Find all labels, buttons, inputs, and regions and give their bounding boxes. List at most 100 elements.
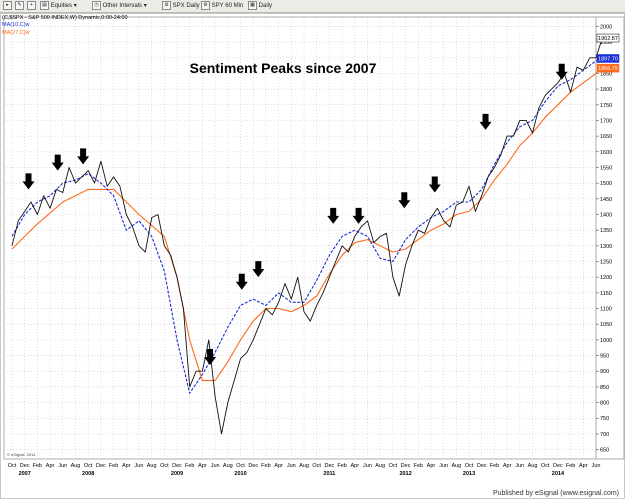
x-tick-label: Dec xyxy=(96,463,106,469)
x-tick-label: Feb xyxy=(261,463,270,469)
down-arrow-icon xyxy=(235,273,248,290)
menu-other-intervals[interactable]: ◷ Other Intervals ▾ xyxy=(92,1,147,11)
series-line-ma-fast xyxy=(11,57,603,394)
y-tick-label: 800 xyxy=(600,401,609,407)
draw-icon[interactable]: ✎ xyxy=(15,1,24,11)
y-tick-label: 1450 xyxy=(600,197,612,203)
down-arrow-icon xyxy=(51,154,64,171)
x-year-label: 2011 xyxy=(323,471,335,477)
x-tick-label: Dec xyxy=(477,463,487,469)
down-arrow-icon xyxy=(252,261,265,278)
x-tick-label: Apr xyxy=(351,463,360,469)
menu-spy-60-min[interactable]: ⚙ SPY 60 Min xyxy=(201,1,243,11)
plot-area xyxy=(3,16,597,460)
down-arrow-icon xyxy=(22,173,35,190)
down-arrow-icon xyxy=(204,348,217,365)
x-tick-label: Dec xyxy=(20,463,30,469)
x-tick-label: Jun xyxy=(58,463,67,469)
x-year-label: 2013 xyxy=(463,471,475,477)
down-arrow-icon xyxy=(398,192,411,209)
y-tick-label: 1400 xyxy=(600,212,612,218)
x-tick-label: Feb xyxy=(414,463,423,469)
y-tick-label: 1700 xyxy=(600,118,612,124)
x-tick-label: Oct xyxy=(389,463,398,469)
ma-fast-legend: MA(10,C)w xyxy=(2,22,30,28)
y-tick-label: 1500 xyxy=(600,181,612,187)
y-tick-label: 1550 xyxy=(600,165,612,171)
x-year-label: 2009 xyxy=(171,471,183,477)
y-tick-label: 700 xyxy=(600,432,609,438)
y-tick-label: 1200 xyxy=(600,275,612,281)
x-tick-label: Dec xyxy=(325,463,335,469)
x-tick-label: Oct xyxy=(236,463,245,469)
x-tick-label: Apr xyxy=(198,463,207,469)
ma-slow-legend: MA(27,C)w xyxy=(2,30,30,36)
y-tick-label: 1000 xyxy=(600,338,612,344)
x-tick-label: Aug xyxy=(299,463,309,469)
y-tick-label: 2000 xyxy=(600,24,612,30)
last-value-label-ma-slow: 1866.75 xyxy=(598,66,618,72)
x-tick-label: Dec xyxy=(401,463,411,469)
y-tick-label: 900 xyxy=(600,369,609,375)
x-tick-label: Oct xyxy=(8,463,17,469)
x-tick-label: Oct xyxy=(160,463,169,469)
x-tick-label: Aug xyxy=(71,463,81,469)
y-tick-label: 1750 xyxy=(600,103,612,109)
x-tick-label: Jun xyxy=(287,463,296,469)
x-tick-label: Apr xyxy=(46,463,55,469)
y-tick-label: 750 xyxy=(600,416,609,422)
y-tick-label: 1050 xyxy=(600,322,612,328)
calendar-icon: ▦ xyxy=(248,1,257,10)
x-tick-label: Feb xyxy=(566,463,575,469)
last-value-label-ma-fast: 1897.70 xyxy=(598,56,618,62)
x-tick-label: Apr xyxy=(503,463,512,469)
x-tick-label: Aug xyxy=(528,463,538,469)
x-tick-label: Feb xyxy=(185,463,194,469)
x-tick-label: Oct xyxy=(541,463,550,469)
clock-icon: ◷ xyxy=(92,1,101,10)
x-tick-label: Dec xyxy=(172,463,182,469)
x-tick-label: Apr xyxy=(579,463,588,469)
x-tick-label: Apr xyxy=(122,463,131,469)
series-line-price xyxy=(11,37,603,435)
x-tick-label: Jun xyxy=(439,463,448,469)
y-tick-label: 1350 xyxy=(600,228,612,234)
last-value-box-price xyxy=(596,33,620,43)
y-tick-label: 1250 xyxy=(600,260,612,266)
down-arrow-icon xyxy=(77,148,90,165)
x-year-label: 2008 xyxy=(82,471,94,477)
x-tick-label: Jun xyxy=(135,463,144,469)
gear-icon: ⚙ xyxy=(201,1,210,10)
y-tick-label: 950 xyxy=(600,354,609,360)
y-tick-label: 1850 xyxy=(600,71,612,77)
last-value-box-ma-slow xyxy=(596,63,620,73)
x-year-label: 2012 xyxy=(399,471,411,477)
folder-icon: ▤ xyxy=(40,1,49,10)
x-tick-label: Apr xyxy=(427,463,436,469)
last-value-label-price: 1962.87 xyxy=(598,36,618,42)
y-tick-label: 1600 xyxy=(600,150,612,156)
add-icon[interactable]: + xyxy=(27,1,36,11)
price-axis-strip xyxy=(595,16,625,460)
x-tick-label: Dec xyxy=(553,463,563,469)
price-chart[interactable]: 650 700 750 800 850 900 950 1000 1050 1100 1150 120… xyxy=(0,13,625,499)
publisher-footer: Published by eSignal (www.esignal.com) xyxy=(492,490,619,497)
x-year-label: 2007 xyxy=(19,471,31,477)
menu-equities[interactable]: ▤ Equities ▾ xyxy=(40,1,77,11)
cursor-icon[interactable]: ▸ xyxy=(3,1,12,11)
x-tick-label: Oct xyxy=(465,463,474,469)
x-tick-label: Jun xyxy=(211,463,220,469)
chart-title: Sentiment Peaks since 2007 xyxy=(190,60,377,76)
x-tick-label: Feb xyxy=(490,463,499,469)
x-tick-label: Oct xyxy=(312,463,321,469)
x-tick-label: Aug xyxy=(147,463,157,469)
menu-spx-daily[interactable]: ⚙ SPX Daily xyxy=(162,1,200,11)
y-tick-label: 1100 xyxy=(600,307,612,313)
gear-icon: ⚙ xyxy=(162,1,171,10)
copyright-note: © eSignal, 2014 xyxy=(7,452,36,457)
y-tick-label: 1950 xyxy=(600,40,612,46)
menu-daily[interactable]: ▦ Daily xyxy=(248,1,272,11)
x-year-label: 2014 xyxy=(552,471,565,477)
last-value-box-ma-fast xyxy=(596,54,620,63)
y-tick-label: 1300 xyxy=(600,244,612,250)
